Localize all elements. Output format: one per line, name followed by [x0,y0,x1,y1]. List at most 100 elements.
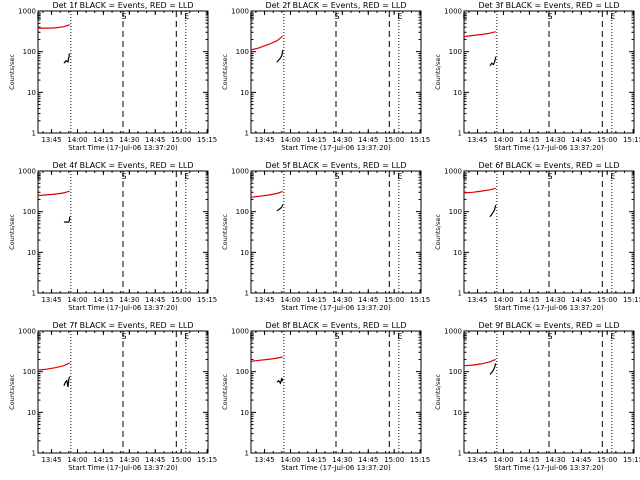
detector-panel-2: Det 2f BLACK = Events, RED = LLD 1 10 100 10… [221,1,430,152]
x-axis-label: Start Time (17-Jul-06 13:37:20) [494,464,604,472]
x-tick-label: 14:00 [67,296,87,304]
marker-label: E [610,12,615,21]
marker-label: E [36,332,41,341]
x-tick-label: 13:45 [41,136,61,144]
x-tick-label: 14:00 [280,136,300,144]
y-tick-label: 1000 [444,328,462,336]
marker-label: E [184,332,189,341]
x-tick-label: 14:15 [306,296,326,304]
x-tick-label: 14:15 [519,456,539,464]
y-tick-label: 1000 [18,328,36,336]
x-tick-label: 15:15 [623,456,640,464]
marker-label: E [462,172,467,181]
x-tick-label: 14:45 [358,456,378,464]
marker-label: E [462,12,467,21]
x-tick-label: 13:45 [467,296,487,304]
x-tick-label: 14:45 [358,136,378,144]
detector-panel-7: Det 7f BLACK = Events, RED = LLD 1 10 100 10… [8,321,217,472]
x-tick-label: 14:00 [67,456,87,464]
x-tick-label: 14:15 [306,456,326,464]
x-tick-label: 14:45 [358,296,378,304]
y-tick-label: 100 [449,208,462,216]
marker-label: S [334,12,339,21]
y-tick-label: 10 [453,89,462,97]
y-axis-label: Counts/sec [221,214,229,250]
y-axis-label: Counts/sec [8,374,16,410]
series-line-events [63,376,71,388]
x-axis-label: Start Time (17-Jul-06 13:37:20) [68,144,178,152]
x-tick-label: 15:15 [197,136,217,144]
panel-title: Det 1f BLACK = Events, RED = LLD [52,1,193,10]
y-tick-label: 1 [458,290,462,298]
y-axis-label: Counts/sec [434,54,442,90]
detector-panel-4: Det 4f BLACK = Events, RED = LLD 1 10 100 10… [8,161,217,312]
series-line-lld [250,35,284,51]
x-tick-label: 14:15 [519,136,539,144]
series-line-events [63,216,71,223]
marker-label: E [184,12,189,21]
x-axis-label: Start Time (17-Jul-06 13:37:20) [281,464,391,472]
x-tick-label: 14:00 [493,456,513,464]
panel-title: Det 7f BLACK = Events, RED = LLD [52,321,193,330]
x-tick-label: 14:15 [93,456,113,464]
series-line-events [276,204,284,212]
panel-title: Det 8f BLACK = Events, RED = LLD [265,321,406,330]
panel-title: Det 2f BLACK = Events, RED = LLD [265,1,406,10]
marker-label: S [547,12,552,21]
y-axis-label: Counts/sec [8,54,16,90]
marker-label: S [334,172,339,181]
y-tick-label: 1000 [231,328,249,336]
y-tick-label: 1 [245,450,249,458]
x-tick-label: 13:45 [254,456,274,464]
x-tick-label: 15:00 [171,296,191,304]
x-tick-label: 15:15 [410,136,430,144]
x-tick-label: 13:45 [467,456,487,464]
y-tick-label: 10 [27,89,36,97]
marker-label: E [610,332,615,341]
marker-label: S [121,172,126,181]
marker-label: S [121,12,126,21]
x-axis-label: Start Time (17-Jul-06 13:37:20) [494,144,604,152]
marker-label: E [184,172,189,181]
marker-label: E [610,172,615,181]
x-axis-label: Start Time (17-Jul-06 13:37:20) [281,144,391,152]
y-tick-label: 100 [449,368,462,376]
x-tick-label: 15:15 [197,456,217,464]
x-tick-label: 13:45 [41,296,61,304]
series-line-events [489,363,497,375]
panel-title: Det 4f BLACK = Events, RED = LLD [52,161,193,170]
y-tick-label: 1000 [231,168,249,176]
y-axis-label: Counts/sec [434,214,442,250]
series-line-events [489,56,497,67]
marker-label: E [249,332,254,341]
series-line-lld [463,358,496,367]
y-tick-label: 1 [32,290,36,298]
x-tick-label: 15:00 [171,136,191,144]
series-line-lld [37,362,70,371]
y-tick-label: 1000 [18,168,36,176]
x-tick-label: 15:00 [597,136,617,144]
y-tick-label: 100 [236,368,249,376]
x-tick-label: 14:45 [145,296,165,304]
x-tick-label: 14:30 [545,456,565,464]
y-tick-label: 100 [23,48,36,56]
marker-label: S [334,332,339,341]
y-tick-label: 1000 [444,168,462,176]
x-axis-label: Start Time (17-Jul-06 13:37:20) [68,464,178,472]
detector-panel-3: Det 3f BLACK = Events, RED = LLD 1 10 100 10… [434,1,640,152]
marker-label: S [547,172,552,181]
y-tick-label: 1000 [231,8,249,16]
x-tick-label: 14:45 [145,136,165,144]
x-tick-label: 14:00 [493,136,513,144]
x-tick-label: 14:15 [519,296,539,304]
x-tick-label: 14:15 [93,296,113,304]
detector-panel-8: Det 8f BLACK = Events, RED = LLD 1 10 100 10… [221,321,430,472]
marker-label: S [547,332,552,341]
y-tick-label: 1 [458,450,462,458]
x-tick-label: 14:30 [332,136,352,144]
y-tick-label: 10 [453,249,462,257]
x-tick-label: 14:00 [493,296,513,304]
y-tick-label: 1 [245,130,249,138]
x-tick-label: 14:30 [119,136,139,144]
detector-panel-6: Det 6f BLACK = Events, RED = LLD 1 10 100 10… [434,161,640,312]
